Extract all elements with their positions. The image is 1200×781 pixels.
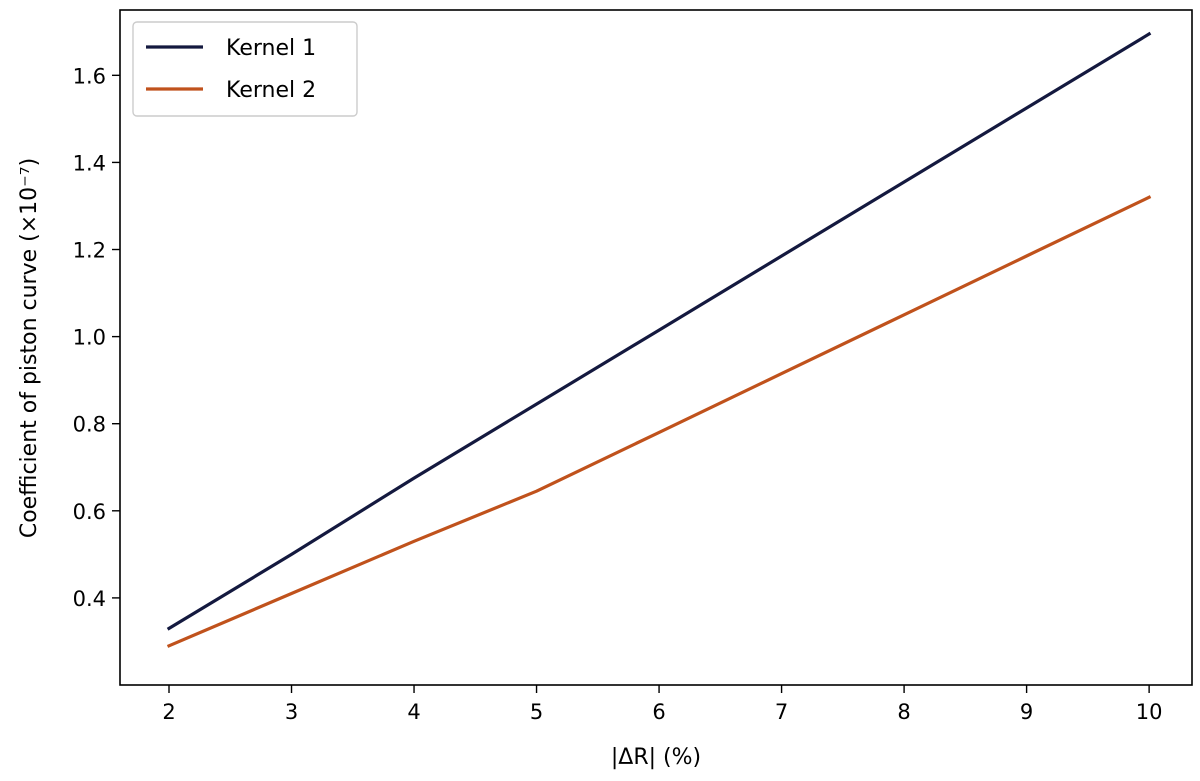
plot-frame xyxy=(119,9,1193,686)
x-tick-label: 7 xyxy=(775,700,788,724)
x-tick-label: 5 xyxy=(530,700,543,724)
x-tick-label: 8 xyxy=(897,700,910,724)
x-tick-label: 6 xyxy=(652,700,665,724)
x-tick-label: 2 xyxy=(162,700,175,724)
series-line-kernel-2 xyxy=(166,195,1152,648)
x-tick-label: 10 xyxy=(1136,700,1163,724)
x-tick-label: 4 xyxy=(407,700,420,724)
legend: Kernel 1 Kernel 2 xyxy=(132,21,358,117)
x-axis-label: |ΔR| (%) xyxy=(611,745,701,770)
legend-label-kernel-2: Kernel 2 xyxy=(226,78,316,103)
y-tick-label: 0.4 xyxy=(73,587,106,611)
plot-layer xyxy=(166,31,1152,648)
y-tick-label: 1.0 xyxy=(73,326,106,350)
y-axis-label: Coefficient of piston curve (×10⁻⁷) xyxy=(17,158,42,538)
series-line-kernel-1 xyxy=(166,31,1152,631)
legend-label-kernel-1: Kernel 1 xyxy=(226,36,316,61)
x-axis-ticks: 2 3 4 5 6 7 8 9 10 xyxy=(162,685,1162,724)
y-axis-ticks: 0.4 0.6 0.8 1.0 1.2 1.4 1.6 xyxy=(73,64,120,611)
y-tick-label: 0.6 xyxy=(73,500,106,524)
y-tick-label: 1.6 xyxy=(73,64,106,88)
x-tick-label: 9 xyxy=(1020,700,1033,724)
y-tick-label: 1.4 xyxy=(73,151,106,175)
x-tick-label: 3 xyxy=(285,700,298,724)
y-tick-label: 1.2 xyxy=(73,239,106,263)
y-tick-label: 0.8 xyxy=(73,413,106,437)
